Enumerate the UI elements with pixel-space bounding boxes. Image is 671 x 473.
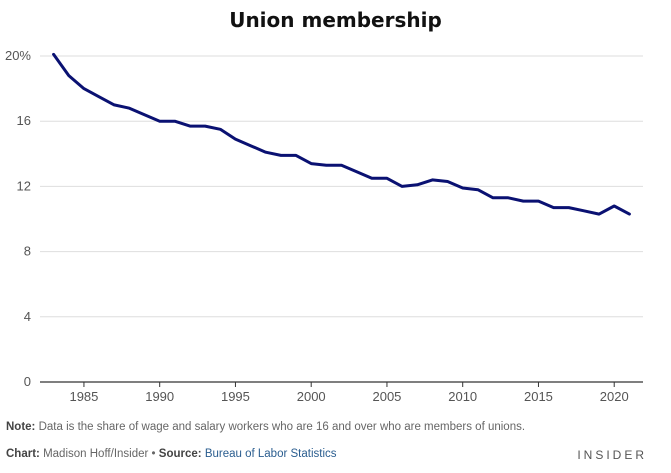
y-tick-label: 12 — [17, 178, 31, 193]
x-tick-label: 2015 — [524, 389, 553, 404]
y-tick-label: 16 — [17, 113, 31, 128]
x-tick-label: 2000 — [297, 389, 326, 404]
chart-credit: Chart: Madison Hoff/Insider • Source: Bu… — [6, 448, 337, 460]
chart-note: Note: Data is the share of wage and sala… — [6, 421, 525, 433]
note-label: Note: — [6, 421, 36, 433]
y-tick-label: 8 — [24, 244, 31, 259]
series-line — [52, 52, 631, 216]
y-tick-label: 0 — [24, 374, 31, 389]
chart-author: Madison Hoff/Insider — [43, 448, 149, 460]
insider-logo: INSIDER — [577, 448, 647, 462]
chart-credit-label: Chart: — [6, 448, 40, 460]
x-tick-label: 2005 — [372, 389, 401, 404]
note-text: Data is the share of wage and salary wor… — [38, 421, 526, 433]
credit-separator: • — [151, 448, 156, 460]
y-tick-label: 20% — [5, 48, 31, 63]
y-tick-label: 4 — [24, 309, 31, 324]
source-label: Source: — [158, 448, 202, 460]
x-tick-label: 1995 — [221, 389, 250, 404]
chart-title: Union membership — [229, 8, 442, 32]
x-tick-label: 1985 — [69, 389, 98, 404]
x-tick-label: 2020 — [600, 389, 629, 404]
x-tick-label: 2010 — [448, 389, 477, 404]
x-tick-label: 1990 — [145, 389, 174, 404]
source-link[interactable]: Bureau of Labor Statistics — [204, 448, 337, 460]
